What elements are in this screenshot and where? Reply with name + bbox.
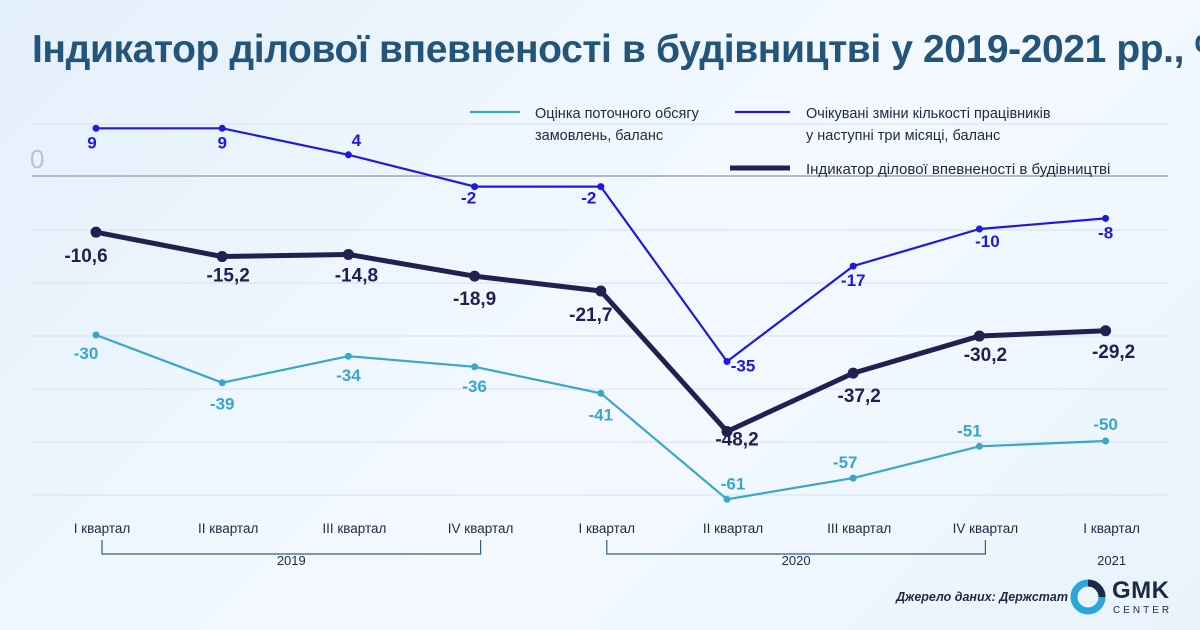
data-label: -48,2	[715, 429, 758, 450]
legend-label: Індикатор ділової впевненості в будівниц…	[806, 161, 1110, 178]
data-point	[847, 367, 859, 379]
data-label: -10	[975, 232, 1000, 251]
data-label: -36	[462, 377, 487, 396]
data-point	[92, 124, 100, 132]
data-point	[975, 442, 983, 450]
x-tick-label: I квартал	[579, 521, 636, 536]
legend-label: Очікувані зміни кількості працівників	[806, 106, 1051, 122]
logo-circle-icon	[1070, 579, 1106, 615]
data-label: -18,9	[453, 289, 496, 310]
data-point	[975, 225, 983, 233]
data-label: -29,2	[1092, 342, 1135, 363]
data-point	[342, 248, 354, 260]
legend-label: замовлень, баланс	[535, 128, 663, 144]
data-point	[471, 183, 479, 191]
legend-label: Оцінка поточного обсягу	[535, 106, 700, 122]
zero-label: 0	[30, 144, 44, 174]
data-point	[344, 352, 352, 360]
data-point	[849, 262, 857, 270]
x-tick-label: I квартал	[1083, 521, 1140, 536]
data-point	[1102, 437, 1110, 445]
data-label: -10,6	[64, 246, 107, 267]
data-label: -15,2	[207, 266, 250, 287]
data-label: -30,2	[964, 345, 1007, 366]
data-label: -37,2	[838, 386, 881, 407]
data-label: -2	[461, 189, 476, 208]
x-tick-label: III квартал	[322, 521, 386, 536]
data-point	[344, 151, 352, 159]
data-label: -41	[589, 405, 614, 424]
chart-title: Індикатор ділової впевненості в будівниц…	[32, 28, 1200, 71]
data-point	[90, 226, 102, 238]
year-label: 2019	[277, 553, 306, 568]
data-label: -21,7	[569, 305, 612, 326]
data-point	[92, 331, 100, 339]
data-point	[471, 363, 479, 371]
data-label: -57	[833, 453, 858, 472]
x-tick-label: IV квартал	[953, 521, 1019, 536]
data-point	[218, 124, 226, 132]
data-point	[1100, 325, 1112, 337]
data-label: -8	[1098, 223, 1113, 242]
data-point	[973, 330, 985, 342]
data-label: -14,8	[335, 265, 378, 286]
logo-name: GMK	[1112, 577, 1170, 604]
year-bracket	[606, 540, 986, 555]
data-point	[597, 389, 605, 397]
data-label: -39	[210, 395, 235, 414]
year-label: 2020	[782, 553, 811, 568]
year-bracket	[101, 540, 482, 555]
data-label: 9	[217, 133, 226, 152]
logo-subtitle: CENTER	[1113, 605, 1173, 616]
data-point	[849, 474, 857, 482]
x-tick-label: I квартал	[74, 521, 131, 536]
data-label: -51	[957, 421, 982, 440]
data-label: -61	[721, 474, 746, 493]
x-tick-label: IV квартал	[448, 521, 514, 536]
data-label: -17	[841, 271, 866, 290]
data-point	[723, 495, 731, 503]
data-point	[721, 425, 733, 437]
data-label: 4	[352, 131, 362, 150]
data-point	[218, 379, 226, 387]
series-line	[95, 229, 1106, 434]
source-note: Джерело даних: Держстат	[896, 590, 1068, 604]
year-label: 2021	[1097, 553, 1126, 568]
x-tick-label: III квартал	[827, 521, 891, 536]
x-tick-label: II квартал	[703, 521, 763, 536]
legend-label: у наступні три місяці, баланс	[806, 128, 1000, 144]
gmk-center-logo: GMK CENTER	[1070, 575, 1190, 623]
data-label: 9	[87, 133, 96, 152]
data-point	[595, 285, 607, 297]
data-label: -34	[336, 366, 361, 385]
data-label: -2	[581, 189, 596, 208]
x-tick-label: II квартал	[198, 521, 258, 536]
data-label: -35	[731, 357, 756, 376]
data-label: -30	[74, 344, 99, 363]
data-label: -50	[1093, 415, 1118, 434]
data-point	[597, 183, 605, 191]
data-point	[1102, 214, 1110, 222]
data-point	[723, 358, 731, 365]
data-point	[216, 251, 228, 263]
data-point	[469, 270, 481, 282]
